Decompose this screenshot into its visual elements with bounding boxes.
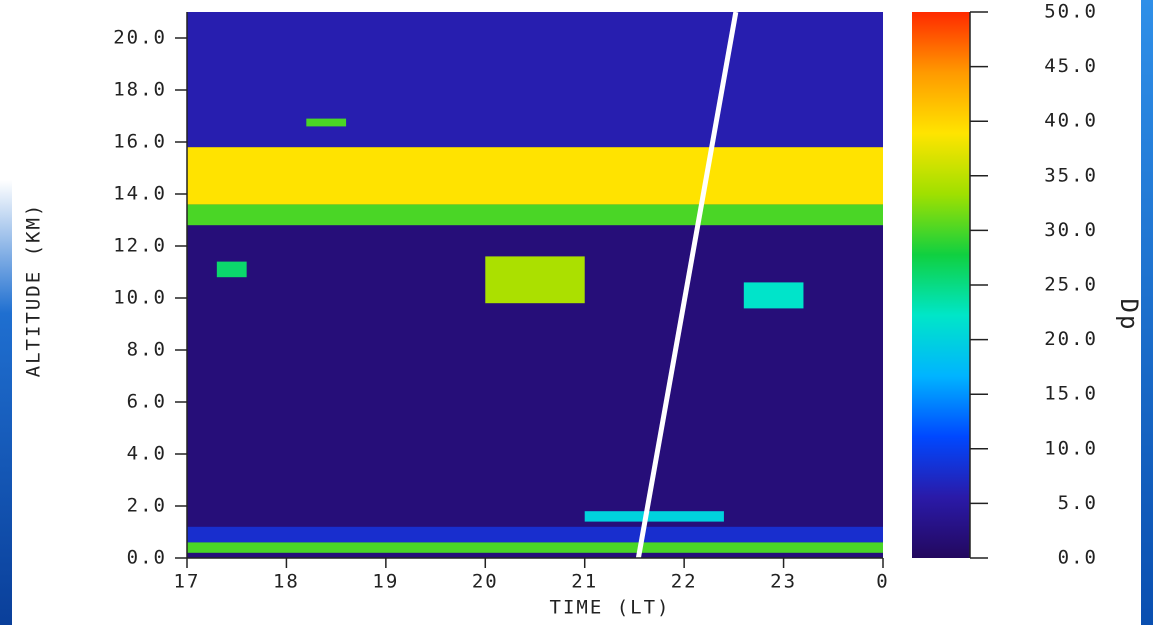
y-tick-label: 12.0 — [113, 235, 167, 257]
x-tick-label: 20 — [472, 571, 499, 593]
x-tick-label: 21 — [571, 571, 598, 593]
x-axis-label: TIME (LT) — [550, 597, 671, 619]
slide-edge — [0, 180, 12, 625]
heat-cell — [187, 147, 883, 205]
colorbar-tick-label: 5.0 — [1058, 492, 1098, 514]
colorbar-tick-label: 15.0 — [1044, 383, 1098, 405]
y-tick-label: 0.0 — [127, 547, 167, 569]
y-tick-label: 8.0 — [127, 339, 167, 361]
heat-cell — [485, 256, 585, 304]
colorbar-tick-label: 35.0 — [1044, 164, 1098, 186]
colorbar-tick-label: 20.0 — [1044, 328, 1098, 350]
y-tick-label: 18.0 — [113, 79, 167, 101]
x-tick-label: 17 — [174, 571, 201, 593]
slide-edge — [1141, 0, 1153, 625]
y-tick-label: 14.0 — [113, 183, 167, 205]
y-tick-label: 2.0 — [127, 495, 167, 517]
heat-cell — [584, 511, 724, 522]
colorbar-tick-label: 25.0 — [1044, 274, 1098, 296]
heat-cell — [187, 204, 883, 226]
y-tick-label: 16.0 — [113, 131, 167, 153]
x-tick-label: 18 — [273, 571, 300, 593]
heat-cell — [216, 261, 247, 278]
y-axis-label: ALTITUDE (KM) — [23, 203, 45, 378]
colorbar-tick-label: 0.0 — [1058, 547, 1098, 569]
colorbar-tick-label: 50.0 — [1044, 1, 1098, 23]
x-tick-label: 22 — [671, 571, 698, 593]
colorbar-label: Dp — [1115, 299, 1143, 332]
y-tick-label: 10.0 — [113, 287, 167, 309]
x-tick-label: 0 — [876, 571, 889, 593]
y-tick-label: 4.0 — [127, 443, 167, 465]
colorbar — [912, 12, 970, 558]
heat-cell — [306, 118, 347, 127]
x-tick-label: 19 — [372, 571, 399, 593]
heat-cell — [187, 526, 883, 543]
heat-cell — [187, 542, 883, 553]
colorbar-tick-label: 10.0 — [1044, 437, 1098, 459]
colorbar-tick-label: 30.0 — [1044, 219, 1098, 241]
x-tick-label: 23 — [770, 571, 797, 593]
heat-cell — [743, 282, 804, 309]
y-tick-label: 20.0 — [113, 27, 167, 49]
colorbar-tick-label: 40.0 — [1044, 110, 1098, 132]
heat-cell — [187, 12, 883, 148]
annotation-line — [635, 11, 739, 559]
colorbar-tick-label: 45.0 — [1044, 55, 1098, 77]
y-tick-label: 6.0 — [127, 391, 167, 413]
